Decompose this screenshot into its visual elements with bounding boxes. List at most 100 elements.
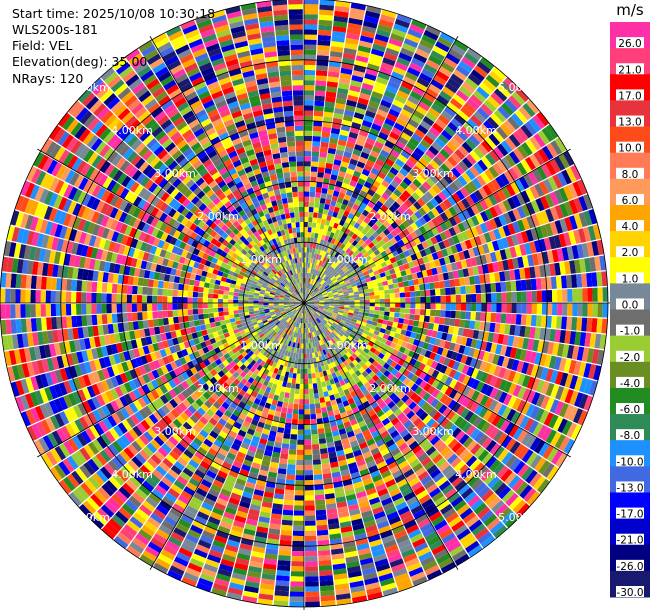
velocity-gate xyxy=(431,267,438,276)
velocity-gate xyxy=(451,192,461,204)
velocity-gate xyxy=(322,293,329,297)
velocity-gate xyxy=(435,70,450,82)
velocity-gate xyxy=(283,499,294,506)
velocity-gate xyxy=(342,251,348,258)
velocity-gate xyxy=(586,317,593,332)
velocity-gate xyxy=(358,327,365,333)
velocity-gate xyxy=(316,524,328,531)
velocity-gate xyxy=(364,354,371,361)
velocity-gate xyxy=(369,262,377,269)
velocity-gate xyxy=(385,240,393,248)
velocity-gate xyxy=(481,156,492,169)
velocity-gate xyxy=(335,259,342,266)
velocity-gate xyxy=(513,148,525,162)
velocity-gate xyxy=(333,20,348,28)
velocity-gate xyxy=(337,261,344,268)
velocity-gate xyxy=(394,332,401,339)
velocity-gate xyxy=(464,410,474,422)
velocity-gate xyxy=(503,381,513,393)
velocity-gate xyxy=(369,95,382,105)
velocity-gate xyxy=(353,344,360,351)
velocity-gate xyxy=(286,469,296,476)
velocity-gate xyxy=(549,158,561,174)
velocity-gate xyxy=(414,147,425,157)
velocity-gate xyxy=(466,366,475,377)
velocity-gate xyxy=(452,326,460,336)
velocity-gate xyxy=(546,465,559,481)
velocity-gate xyxy=(311,439,319,445)
velocity-gate xyxy=(363,216,371,224)
velocity-gate xyxy=(485,253,493,264)
velocity-gate xyxy=(540,195,550,210)
velocity-gate xyxy=(314,300,320,302)
velocity-gate xyxy=(329,232,335,239)
velocity-gate xyxy=(341,327,347,333)
velocity-gate xyxy=(322,250,327,257)
velocity-gate xyxy=(347,287,353,292)
velocity-gate xyxy=(310,418,317,425)
velocity-gate xyxy=(479,222,489,234)
velocity-gate xyxy=(410,222,419,231)
velocity-gate xyxy=(371,266,378,272)
velocity-gate xyxy=(545,161,557,176)
velocity-gate xyxy=(324,300,330,302)
velocity-gate xyxy=(419,334,427,342)
velocity-gate xyxy=(307,288,310,294)
velocity-gate xyxy=(485,439,497,453)
velocity-gate xyxy=(324,270,330,276)
velocity-gate xyxy=(391,126,403,136)
velocity-gate xyxy=(439,177,450,188)
velocity-gate xyxy=(362,146,372,155)
velocity-gate xyxy=(416,243,425,251)
velocity-gate xyxy=(304,221,308,228)
velocity-gate xyxy=(360,151,370,160)
velocity-gate xyxy=(313,212,318,218)
velocity-gate xyxy=(345,217,352,224)
velocity-gate xyxy=(534,240,542,253)
velocity-gate xyxy=(363,77,376,86)
velocity-gate xyxy=(338,292,344,296)
velocity-gate xyxy=(428,245,437,254)
velocity-gate xyxy=(476,107,490,120)
velocity-gate xyxy=(457,110,470,122)
velocity-gate xyxy=(572,288,578,302)
velocity-gate xyxy=(368,58,382,67)
velocity-gate xyxy=(379,366,387,374)
velocity-gate xyxy=(353,336,360,342)
velocity-gate xyxy=(545,315,552,328)
velocity-gate xyxy=(367,268,374,274)
velocity-gate xyxy=(551,249,560,263)
velocity-gate xyxy=(354,165,364,174)
velocity-gate xyxy=(480,210,489,222)
velocity-gate xyxy=(527,338,535,351)
velocity-gate xyxy=(304,191,310,197)
velocity-gate xyxy=(445,310,451,318)
velocity-gate xyxy=(345,282,352,287)
velocity-gate xyxy=(347,94,359,103)
velocity-gate xyxy=(495,313,502,323)
velocity-gate xyxy=(348,230,355,238)
velocity-gate xyxy=(320,261,325,267)
velocity-gate xyxy=(324,167,332,175)
velocity-gate xyxy=(314,232,319,239)
velocity-gate xyxy=(496,465,509,479)
velocity-gate xyxy=(313,306,319,310)
velocity-gate xyxy=(330,285,336,290)
velocity-gate xyxy=(457,222,466,233)
velocity-gate xyxy=(369,150,380,159)
velocity-gate xyxy=(434,233,443,243)
velocity-gate xyxy=(556,171,568,187)
velocity-gate xyxy=(440,384,449,394)
velocity-gate xyxy=(383,52,398,62)
velocity-gate xyxy=(370,245,378,253)
velocity-gate xyxy=(426,210,436,220)
velocity-gate xyxy=(454,416,464,427)
velocity-gate xyxy=(482,78,497,92)
velocity-gate xyxy=(397,206,406,215)
velocity-gate xyxy=(305,272,308,278)
velocity-gate xyxy=(510,181,521,194)
velocity-gate xyxy=(465,138,477,150)
velocity-gate xyxy=(339,271,345,277)
velocity-gate xyxy=(378,352,385,360)
velocity-gate xyxy=(306,348,310,354)
